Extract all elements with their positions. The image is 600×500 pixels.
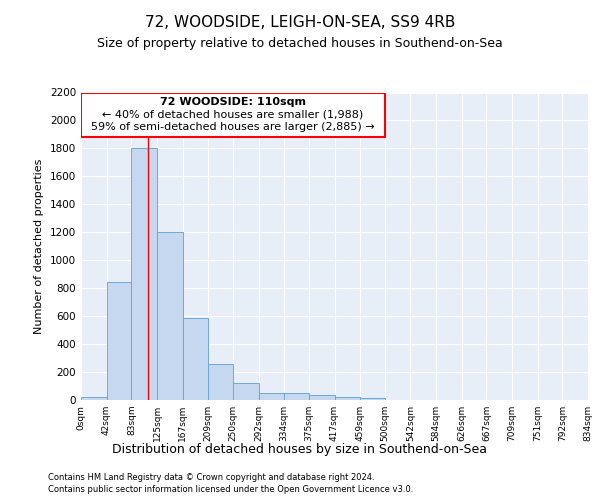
Text: Distribution of detached houses by size in Southend-on-Sea: Distribution of detached houses by size … (113, 442, 487, 456)
Bar (81, 396, 107, 400)
Text: Contains HM Land Registry data © Crown copyright and database right 2024.: Contains HM Land Registry data © Crown c… (48, 472, 374, 482)
Bar (107, 282, 131, 400)
Bar (309, 396, 335, 400)
Bar (360, 398, 385, 400)
Text: 72, WOODSIDE, LEIGH-ON-SEA, SS9 4RB: 72, WOODSIDE, LEIGH-ON-SEA, SS9 4RB (145, 15, 455, 30)
Bar (284, 394, 309, 400)
Text: ← 40% of detached houses are smaller (1,988): ← 40% of detached houses are smaller (1,… (103, 110, 364, 120)
Bar (182, 318, 208, 400)
Bar (208, 364, 233, 400)
Y-axis label: Number of detached properties: Number of detached properties (34, 158, 44, 334)
Text: Contains public sector information licensed under the Open Government Licence v3: Contains public sector information licen… (48, 485, 413, 494)
Bar (259, 393, 284, 400)
Bar (131, 148, 157, 400)
Text: 59% of semi-detached houses are larger (2,885) →: 59% of semi-detached houses are larger (… (91, 122, 375, 132)
Text: Size of property relative to detached houses in Southend-on-Sea: Size of property relative to detached ho… (97, 38, 503, 51)
Bar (233, 382, 259, 400)
Text: 72 WOODSIDE: 110sqm: 72 WOODSIDE: 110sqm (160, 98, 306, 108)
Bar (81, 92, 385, 137)
Bar (335, 397, 360, 400)
Bar (157, 232, 182, 400)
